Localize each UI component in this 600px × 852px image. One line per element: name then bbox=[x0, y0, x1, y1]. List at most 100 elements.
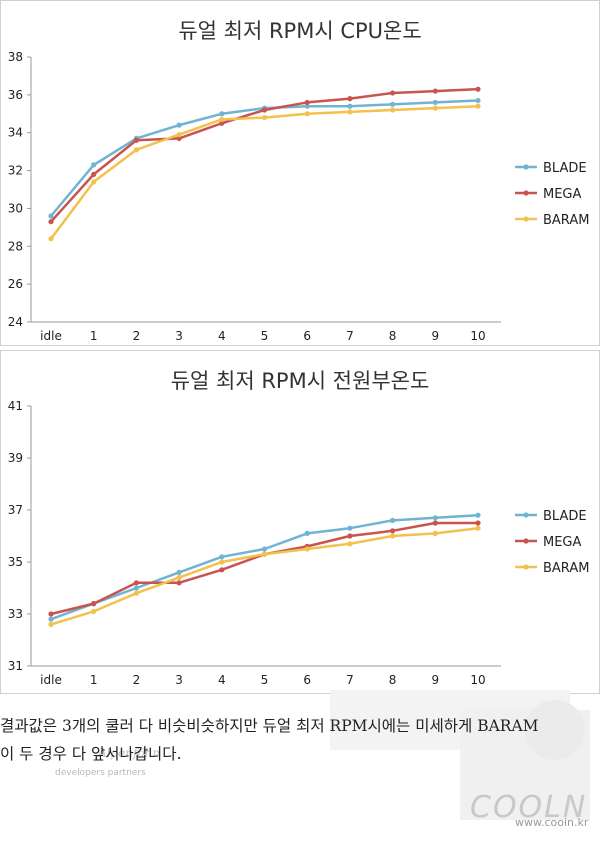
data-point-mega bbox=[48, 219, 54, 225]
chart-title: 듀얼 최저 RPM시 전원부온도 bbox=[170, 369, 430, 393]
data-point-mega bbox=[91, 171, 97, 177]
data-point-baram bbox=[432, 530, 438, 536]
y-tick-label: 24 bbox=[8, 315, 23, 329]
data-point-blade bbox=[48, 616, 54, 622]
legend-label-mega: MEGA bbox=[543, 535, 582, 550]
vrm-temp-chart: 듀얼 최저 RPM시 전원부온도 31 33 35 37 39 41 idle 1 2 3 4 5 6 7… bbox=[0, 350, 600, 694]
y-tick-label: 26 bbox=[8, 277, 23, 291]
y-tick-label: 35 bbox=[8, 555, 23, 569]
x-tick-label: 6 bbox=[303, 329, 311, 343]
data-point-mega bbox=[91, 601, 97, 607]
x-tick-label: 1 bbox=[90, 329, 98, 343]
data-point-baram bbox=[133, 147, 139, 153]
data-point-blade bbox=[91, 162, 97, 168]
data-point-blade bbox=[219, 554, 225, 560]
data-point-blade bbox=[304, 530, 310, 536]
data-point-mega bbox=[304, 99, 310, 106]
legend-marker-blade bbox=[523, 512, 529, 518]
data-point-baram bbox=[261, 114, 268, 121]
legend-label-blade: BLADE bbox=[543, 509, 587, 524]
data-point-baram bbox=[432, 105, 438, 111]
y-tick-label: 38 bbox=[8, 50, 23, 64]
data-point-blade bbox=[48, 213, 54, 219]
x-tick-label: idle bbox=[40, 673, 62, 687]
data-point-blade bbox=[432, 515, 438, 521]
y-tick-label: 32 bbox=[8, 164, 23, 178]
x-tick-label: 4 bbox=[218, 673, 226, 687]
data-point-baram bbox=[390, 533, 396, 539]
data-point-mega bbox=[133, 137, 139, 143]
data-point-baram bbox=[219, 559, 225, 565]
data-point-blade bbox=[432, 99, 438, 106]
data-point-blade bbox=[133, 585, 139, 591]
data-point-blade bbox=[347, 103, 353, 109]
caption-line-1: 결과값은 3개의 쿨러 다 비슷비슷하지만 듀얼 최저 RPM시에는 미세하게 … bbox=[0, 717, 539, 735]
legend-label-baram: BARAM bbox=[543, 213, 589, 228]
x-tick-label: 5 bbox=[261, 329, 269, 343]
y-tick-label: 31 bbox=[8, 659, 23, 673]
data-point-blade bbox=[261, 546, 268, 552]
data-point-blade bbox=[176, 122, 182, 128]
data-point-baram bbox=[475, 525, 481, 531]
cooln-logo: COOLN bbox=[470, 790, 588, 825]
x-tick-label: 4 bbox=[218, 329, 226, 343]
data-point-mega bbox=[176, 580, 182, 586]
legend-label-mega: MEGA bbox=[543, 187, 582, 202]
x-tick-label: 1 bbox=[90, 673, 98, 687]
data-point-mega bbox=[390, 90, 396, 96]
data-point-mega bbox=[432, 520, 438, 526]
data-point-mega bbox=[347, 533, 353, 539]
series-line-baram bbox=[50, 526, 479, 626]
y-tick-label: 41 bbox=[8, 399, 23, 413]
x-tick-label: 5 bbox=[261, 673, 269, 687]
x-tick-label: 7 bbox=[346, 673, 354, 687]
data-point-baram bbox=[176, 575, 182, 581]
y-tick-label: 36 bbox=[8, 88, 23, 102]
data-point-blade bbox=[390, 517, 396, 523]
x-tick-label: 9 bbox=[431, 329, 439, 343]
x-tick-label: 8 bbox=[389, 673, 397, 687]
x-tick-label: 7 bbox=[346, 329, 354, 343]
data-point-baram bbox=[133, 590, 139, 596]
data-point-baram bbox=[475, 103, 481, 109]
caption-line-2: 이 두 경우 다 앞서나갑니다. bbox=[0, 745, 182, 763]
data-point-blade bbox=[304, 103, 310, 109]
data-point-mega bbox=[347, 96, 353, 102]
legend-label-baram: BARAM bbox=[543, 561, 589, 576]
data-point-mega bbox=[133, 580, 139, 586]
x-tick-label: 8 bbox=[389, 329, 397, 343]
legend-marker-blade bbox=[523, 164, 529, 170]
data-point-blade bbox=[475, 512, 481, 518]
legend-marker-mega bbox=[523, 538, 529, 544]
data-point-blade bbox=[390, 101, 396, 107]
x-tick-label: 9 bbox=[431, 673, 439, 687]
data-point-baram bbox=[91, 608, 97, 614]
data-point-mega bbox=[176, 135, 182, 141]
cooler-silhouette bbox=[330, 690, 590, 820]
x-tick-label: 10 bbox=[470, 673, 485, 687]
x-tick-label: 2 bbox=[133, 329, 141, 343]
y-tick-label: 37 bbox=[8, 503, 23, 517]
series-line-baram bbox=[50, 104, 479, 240]
data-point-baram bbox=[48, 621, 54, 627]
x-tick-label: 6 bbox=[303, 673, 311, 687]
x-tick-label: 10 bbox=[470, 329, 485, 343]
data-point-baram bbox=[48, 236, 54, 242]
data-point-baram bbox=[347, 109, 353, 115]
data-point-mega bbox=[475, 520, 481, 526]
data-point-baram bbox=[176, 132, 182, 138]
data-point-mega bbox=[475, 86, 481, 92]
data-point-baram bbox=[261, 551, 268, 557]
data-point-blade bbox=[347, 525, 353, 531]
legend-label-blade: BLADE bbox=[543, 161, 587, 176]
data-point-baram bbox=[347, 541, 353, 547]
y-tick-label: 30 bbox=[8, 201, 23, 215]
chart-title: 듀얼 최저 RPM시 CPU온도 bbox=[178, 19, 422, 43]
caption: 결과값은 3개의 쿨러 다 비슷비슷하지만 듀얼 최저 RPM시에는 미세하게 … bbox=[0, 712, 600, 768]
x-tick-label: 3 bbox=[175, 329, 183, 343]
data-point-baram bbox=[304, 546, 310, 552]
data-point-mega bbox=[261, 107, 268, 113]
y-tick-label: 28 bbox=[8, 239, 23, 253]
data-point-baram bbox=[390, 107, 396, 113]
